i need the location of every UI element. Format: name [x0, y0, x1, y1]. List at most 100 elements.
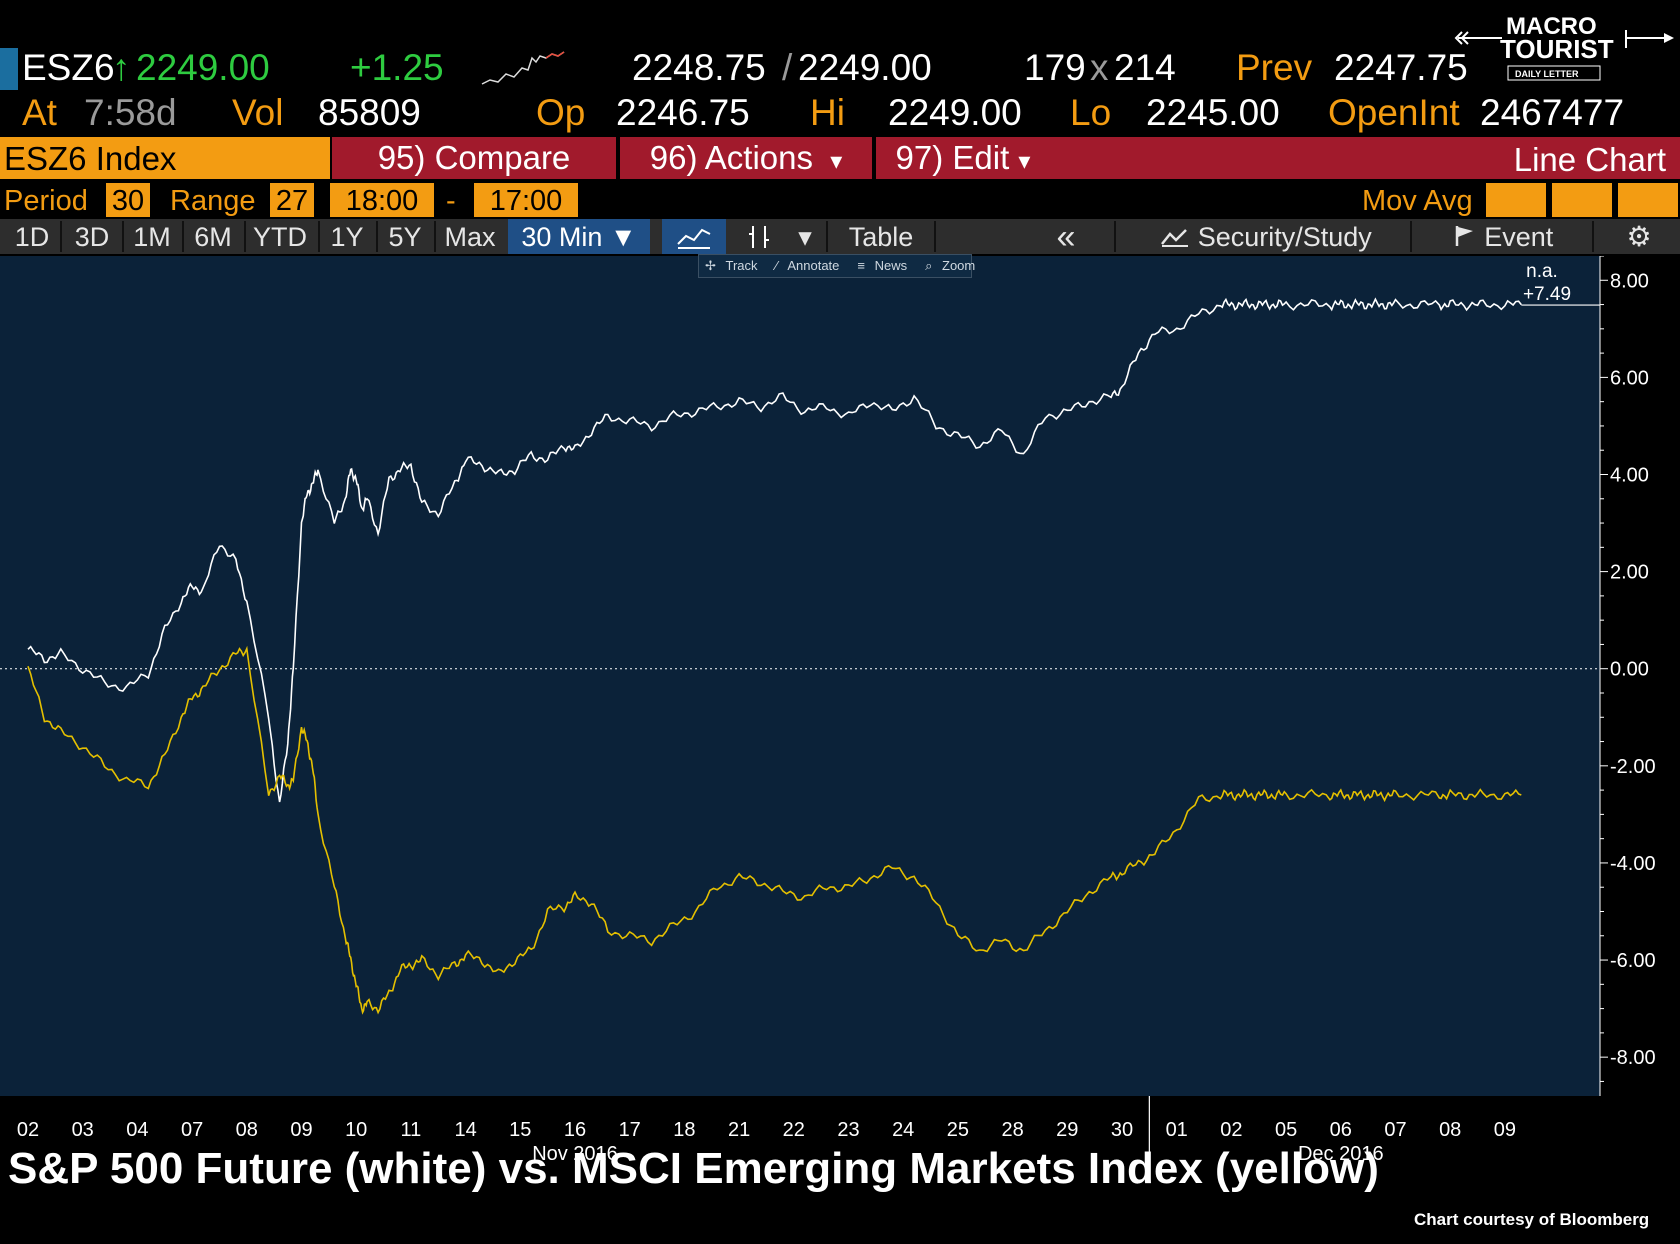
compare-button[interactable]: 95) Compare [332, 137, 616, 179]
ask-size: 214 [1114, 47, 1176, 88]
low-label: Lo [1070, 92, 1112, 133]
x-tick-label: 17 [619, 1119, 641, 1141]
open-value: 2246.75 [616, 92, 750, 133]
bid-ask-separator: / [782, 47, 793, 88]
prev-label: Prev [1236, 47, 1313, 88]
mov-avg-field-2[interactable] [1552, 183, 1612, 217]
event-button[interactable]: Event [1444, 219, 1562, 254]
last-value-na: n.a. [1526, 261, 1558, 282]
chart-mini-toolbar: ✢ Track ⁄ Annotate ≡ News ⌕ Zoom [698, 254, 975, 278]
line-chart: n.a.+7.49 [0, 261, 1600, 1015]
range-button-6m[interactable]: 6M [194, 222, 232, 252]
svg-text:TOURIST: TOURIST [1500, 34, 1614, 64]
x-tick-label: 28 [1001, 1119, 1023, 1141]
chart-axes: 8.00 6.00 4.00 2.00 0.00 -2.00 -4.00 -6.00 -8.00… [17, 256, 1656, 1168]
month-label: Dec 2016 [1298, 1143, 1384, 1165]
month-label: Nov 2016 [532, 1143, 618, 1165]
start-time-field[interactable]: 18:00 [330, 183, 434, 217]
svg-text:DAILY LETTER: DAILY LETTER [1515, 69, 1579, 79]
mov-avg-label: Mov Avg [1362, 185, 1473, 217]
period-field[interactable]: 30 [106, 183, 150, 217]
y-tick-label: -4.00 [1610, 853, 1656, 875]
edit-button[interactable]: 97) Edit ▾ [876, 137, 1050, 179]
table-button[interactable]: Table [848, 222, 914, 252]
mov-avg-field-3[interactable] [1618, 183, 1678, 217]
zoom-button[interactable]: ⌕ Zoom [925, 258, 976, 273]
range-button-5y[interactable]: 5Y [388, 222, 422, 252]
low-value: 2245.00 [1146, 92, 1280, 133]
divider [1410, 221, 1412, 252]
last-price-arrow: ↑ [112, 47, 131, 88]
divider [826, 221, 828, 252]
y-tick-label: 6.00 [1610, 367, 1649, 389]
annotate-button[interactable]: ⁄ Annotate [775, 258, 840, 273]
actions-label: 96) Actions [649, 139, 814, 176]
chevron-down-icon: ▾ [830, 148, 843, 175]
x-tick-label: 23 [837, 1119, 859, 1141]
at-label: At [22, 92, 57, 133]
price-change: +1.25 [350, 47, 444, 88]
divider [244, 221, 246, 252]
divider [122, 221, 124, 252]
x-tick-label: 22 [783, 1119, 805, 1141]
edit-label: 97) Edit [895, 139, 1010, 176]
line-chart-icon[interactable] [662, 219, 726, 254]
macro-tourist-logo: MACRO TOURIST DAILY LETTER [1438, 8, 1678, 88]
range-button-ytd[interactable]: YTD [253, 222, 307, 252]
last-price: 2249.00 [136, 47, 270, 88]
bar-style-icon[interactable] [734, 219, 784, 254]
x-tick-label: 16 [564, 1119, 586, 1141]
range-field[interactable]: 27 [270, 183, 314, 217]
range-button-max[interactable]: Max [444, 222, 496, 252]
x-tick-label: 24 [892, 1119, 914, 1141]
interval-select[interactable]: 30 Min ▼ [508, 219, 650, 254]
flag-icon [1455, 226, 1473, 246]
range-button-1d[interactable]: 1D [14, 222, 50, 252]
y-tick-label: 2.00 [1610, 562, 1649, 584]
y-tick-label: 8.00 [1610, 270, 1649, 292]
bid-price: 2248.75 [632, 47, 766, 88]
mov-avg-field-1[interactable] [1486, 183, 1546, 217]
divider [934, 221, 936, 252]
x-tick-label: 02 [17, 1119, 39, 1141]
range-button-3d[interactable]: 3D [74, 222, 110, 252]
last-value-label: +7.49 [1523, 284, 1571, 305]
actions-button[interactable]: 96) Actions ▾ [620, 137, 872, 179]
y-tick-label: -8.00 [1610, 1047, 1656, 1069]
divider [60, 221, 62, 252]
x-tick-label: 15 [509, 1119, 531, 1141]
back-icon[interactable]: « [1056, 218, 1076, 256]
x-tick-label: 02 [1220, 1119, 1242, 1141]
x-tick-label: 07 [181, 1119, 203, 1141]
vol-label: Vol [232, 92, 284, 133]
x-tick-label: 30 [1111, 1119, 1133, 1141]
ticker-symbol[interactable]: ESZ6 [22, 47, 115, 88]
at-time: 7:58d [84, 92, 177, 133]
divider [318, 221, 320, 252]
x-tick-label: 21 [728, 1119, 750, 1141]
chart-plot-area[interactable]: n.a. +7.49 [0, 256, 1600, 1096]
x-tick-label: 25 [947, 1119, 969, 1141]
chevron-down-icon: ▾ [1018, 148, 1031, 175]
end-time-field[interactable]: 17:00 [474, 183, 578, 217]
chart-style-dropdown-icon[interactable]: ▾ [798, 222, 812, 252]
track-button[interactable]: ✢ Track [705, 258, 758, 273]
gear-icon[interactable]: ⚙ [1626, 221, 1652, 252]
x-tick-label: 04 [126, 1119, 148, 1141]
range-button-1y[interactable]: 1Y [330, 222, 364, 252]
security-name[interactable]: ESZ6 Index [0, 137, 330, 179]
security-study-button[interactable]: Security/Study [1150, 219, 1382, 254]
range-button-1m[interactable]: 1M [133, 222, 171, 252]
chart-type-label[interactable]: Line Chart [1050, 137, 1680, 179]
y-tick-label: -6.00 [1610, 950, 1656, 972]
y-tick-label: 0.00 [1610, 659, 1649, 681]
period-label: Period [4, 185, 88, 217]
x-tick-label: 10 [345, 1119, 367, 1141]
event-label: Event [1484, 222, 1554, 252]
open-label: Op [536, 92, 586, 133]
news-button[interactable]: ≡ News [857, 258, 908, 273]
security-study-label: Security/Study [1197, 222, 1372, 252]
x-tick-label: 05 [1275, 1119, 1297, 1141]
series-line-sp500 [27, 297, 1522, 803]
prev-value: 2247.75 [1334, 47, 1468, 88]
